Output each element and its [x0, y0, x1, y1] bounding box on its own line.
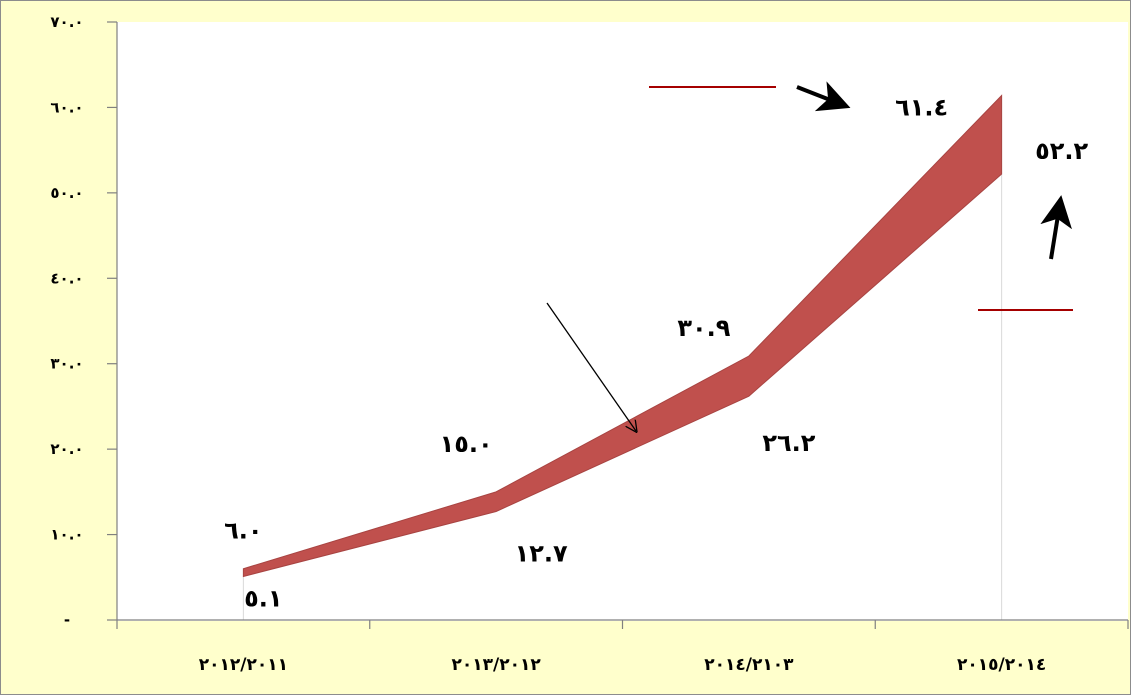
y-tick-label: ١٠.٠ — [50, 526, 83, 544]
y-axis-ticks: - ١٠.٠ ٢٠.٠ ٣٠.٠ ٤٠.٠ ٥٠.٠ ٦٠.٠ ٧٠.٠ — [50, 13, 117, 629]
y-tick-label: ٢٠.٠ — [50, 440, 83, 458]
x-category-label: ٢٠١٣/٢٠١٢ — [452, 655, 542, 675]
annotation-arrow-right — [1040, 195, 1072, 260]
data-label-lower: ٢٦.٢ — [762, 429, 815, 457]
y-tick-label: ٣٠.٠ — [50, 355, 83, 373]
data-label-lower: ٥٢.٢ — [1035, 137, 1088, 165]
y-tick-label: ٤٠.٠ — [50, 269, 83, 287]
data-label-upper: ٣٠.٩ — [677, 314, 730, 342]
data-labels: ٦.٠ ١٥.٠ ٣٠.٩ ٦١.٤ ٥.١ ١٢.٧ ٢٦.٢ ٥٢.٢ — [224, 93, 1088, 612]
annotations — [546, 81, 1073, 431]
data-label-upper: ٦.٠ — [224, 517, 262, 545]
x-category-label: ٢٠١٥/٢٠١٤ — [957, 655, 1046, 675]
y-tick-label: ٦٠.٠ — [50, 98, 83, 116]
annotation-arrow-upper — [796, 81, 851, 112]
y-tick-label: - — [64, 611, 70, 629]
data-label-lower: ١٢.٧ — [515, 540, 568, 568]
plot-area — [117, 22, 1128, 621]
data-label-upper: ١٥.٠ — [440, 430, 493, 458]
drop-lines — [242, 174, 1003, 620]
x-category-label: ٢٠١٤/٢١٠٣ — [704, 655, 794, 675]
data-label-upper: ٦١.٤ — [895, 93, 948, 121]
x-axis-ticks: ٢٠١٢/٢٠١١ ٢٠١٣/٢٠١٢ ٢٠١٤/٢١٠٣ ٢٠١٥/٢٠١٤ — [116, 620, 1129, 675]
y-tick-label: ٧٠.٠ — [50, 13, 83, 31]
data-label-lower: ٥.١ — [244, 584, 282, 612]
annotation-arrow-thin — [546, 302, 636, 431]
range-band — [242, 94, 1003, 578]
x-category-label: ٢٠١٢/٢٠١١ — [199, 655, 288, 675]
y-tick-label: ٥٠.٠ — [50, 184, 83, 202]
